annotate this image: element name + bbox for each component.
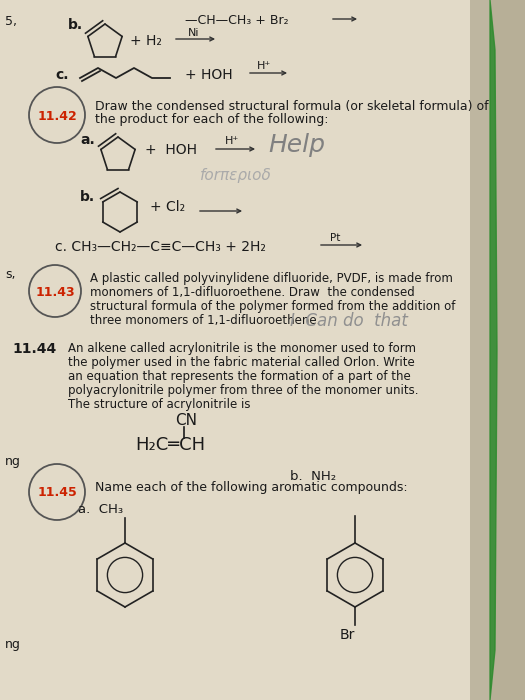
Text: b.: b.	[68, 18, 83, 32]
Text: polyacrylonitrile polymer from three of the monomer units.: polyacrylonitrile polymer from three of …	[68, 384, 418, 397]
Text: H₂C═CH: H₂C═CH	[135, 436, 205, 454]
Text: s,: s,	[5, 268, 16, 281]
Text: c. CH₃—CH₂—C≡C—CH₃ + 2H₂: c. CH₃—CH₂—C≡C—CH₃ + 2H₂	[55, 240, 266, 254]
Text: +  HOH: + HOH	[145, 143, 197, 157]
Text: 5,: 5,	[5, 15, 17, 28]
Text: The structure of acrylonitrile is: The structure of acrylonitrile is	[68, 398, 250, 411]
Text: —CH—CH₃ + Br₂: —CH—CH₃ + Br₂	[185, 14, 289, 27]
Text: forπεριοδ: forπεριοδ	[200, 168, 272, 183]
Text: Help: Help	[268, 133, 325, 157]
Text: 11.42: 11.42	[37, 109, 77, 122]
Text: three monomers of 1,1-difluoroethene.: three monomers of 1,1-difluoroethene.	[90, 314, 320, 327]
Text: CN: CN	[175, 413, 197, 428]
Text: I  Can do  that: I Can do that	[290, 312, 408, 330]
Polygon shape	[490, 0, 497, 700]
Text: the product for each of the following:: the product for each of the following:	[95, 113, 329, 126]
Text: an equation that represents the formation of a part of the: an equation that represents the formatio…	[68, 370, 411, 383]
Text: 11.44: 11.44	[12, 342, 56, 356]
Text: b.  NH₂: b. NH₂	[290, 470, 336, 483]
Text: H⁺: H⁺	[257, 61, 271, 71]
Text: Name each of the following aromatic compounds:: Name each of the following aromatic comp…	[95, 481, 407, 494]
Text: Draw the condensed structural formula (or skeletal formula) of: Draw the condensed structural formula (o…	[95, 100, 489, 113]
Text: ng: ng	[5, 455, 21, 468]
Text: Pt: Pt	[330, 233, 340, 243]
Text: a.: a.	[80, 133, 94, 147]
Text: ng: ng	[5, 638, 21, 651]
Text: 11.43: 11.43	[35, 286, 75, 298]
Text: 11.45: 11.45	[37, 486, 77, 500]
Text: + Cl₂: + Cl₂	[150, 200, 185, 214]
Text: An alkene called acrylonitrile is the monomer used to form: An alkene called acrylonitrile is the mo…	[68, 342, 416, 355]
Text: the polymer used in the fabric material called Orlon. Write: the polymer used in the fabric material …	[68, 356, 415, 369]
Text: Ni: Ni	[188, 28, 200, 38]
Text: structural formula of the polymer formed from the addition of: structural formula of the polymer formed…	[90, 300, 455, 313]
Text: H⁺: H⁺	[225, 136, 239, 146]
Text: A plastic called polyvinylidene difluoride, PVDF, is made from: A plastic called polyvinylidene difluori…	[90, 272, 453, 285]
FancyBboxPatch shape	[470, 0, 525, 700]
Text: Br: Br	[340, 628, 355, 642]
Text: + HOH: + HOH	[185, 68, 233, 82]
Text: b.: b.	[80, 190, 95, 204]
FancyBboxPatch shape	[0, 0, 490, 700]
Text: c.: c.	[55, 68, 68, 82]
Text: monomers of 1,1-difluoroethene. Draw  the condensed: monomers of 1,1-difluoroethene. Draw the…	[90, 286, 415, 299]
Text: + H₂: + H₂	[130, 34, 162, 48]
Text: a.  CH₃: a. CH₃	[78, 503, 123, 516]
